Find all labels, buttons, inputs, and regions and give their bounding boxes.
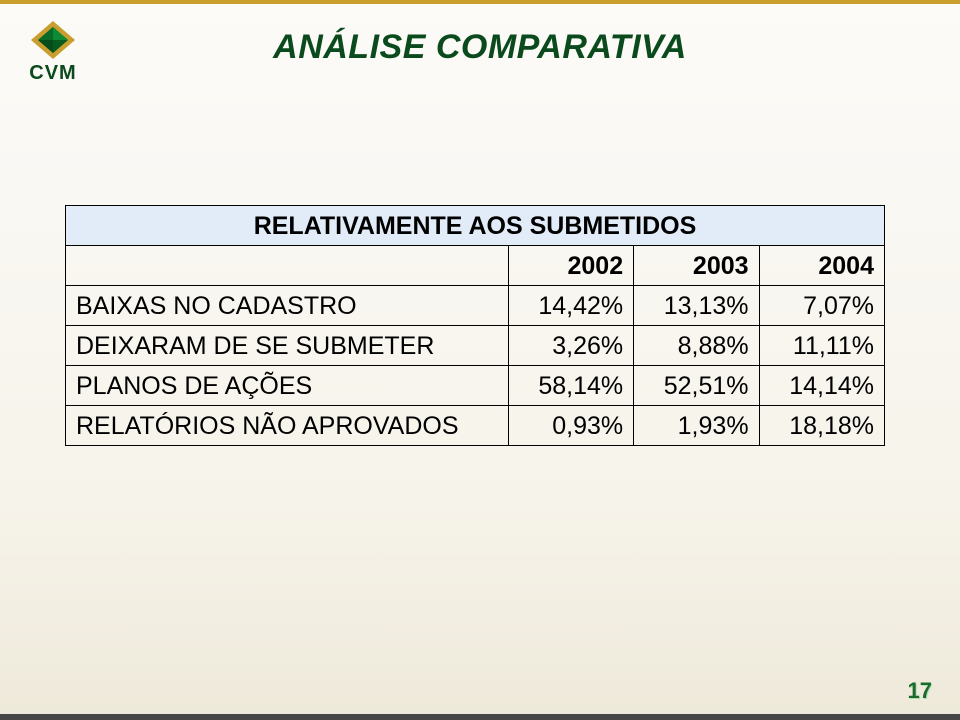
row-label: RELATÓRIOS NÃO APROVADOS [66,406,509,446]
year-col-2004: 2004 [759,246,884,286]
table-year-row: 2002 2003 2004 [66,246,885,286]
row-value: 13,13% [634,286,759,326]
row-value: 1,93% [634,406,759,446]
row-value: 11,11% [759,326,884,366]
page-number: 17 [908,678,932,704]
row-label: PLANOS DE AÇÕES [66,366,509,406]
table-spacer-cell [66,246,509,286]
year-col-2002: 2002 [508,246,633,286]
page-title: ANÁLISE COMPARATIVA [0,28,960,67]
row-value: 0,93% [508,406,633,446]
row-value: 14,14% [759,366,884,406]
row-value: 14,42% [508,286,633,326]
comparison-table: RELATIVAMENTE AOS SUBMETIDOS 2002 2003 2… [65,205,885,446]
row-value: 58,14% [508,366,633,406]
table-row: DEIXARAM DE SE SUBMETER 3,26% 8,88% 11,1… [66,326,885,366]
table-row: BAIXAS NO CADASTRO 14,42% 13,13% 7,07% [66,286,885,326]
table-row: RELATÓRIOS NÃO APROVADOS 0,93% 1,93% 18,… [66,406,885,446]
year-col-2003: 2003 [634,246,759,286]
top-accent-bar [0,0,960,4]
row-value: 7,07% [759,286,884,326]
row-value: 3,26% [508,326,633,366]
row-label: DEIXARAM DE SE SUBMETER [66,326,509,366]
row-value: 8,88% [634,326,759,366]
row-value: 52,51% [634,366,759,406]
bottom-accent-bar [0,714,960,720]
table-row: PLANOS DE AÇÕES 58,14% 52,51% 14,14% [66,366,885,406]
table-banner: RELATIVAMENTE AOS SUBMETIDOS [66,206,885,246]
row-value: 18,18% [759,406,884,446]
row-label: BAIXAS NO CADASTRO [66,286,509,326]
